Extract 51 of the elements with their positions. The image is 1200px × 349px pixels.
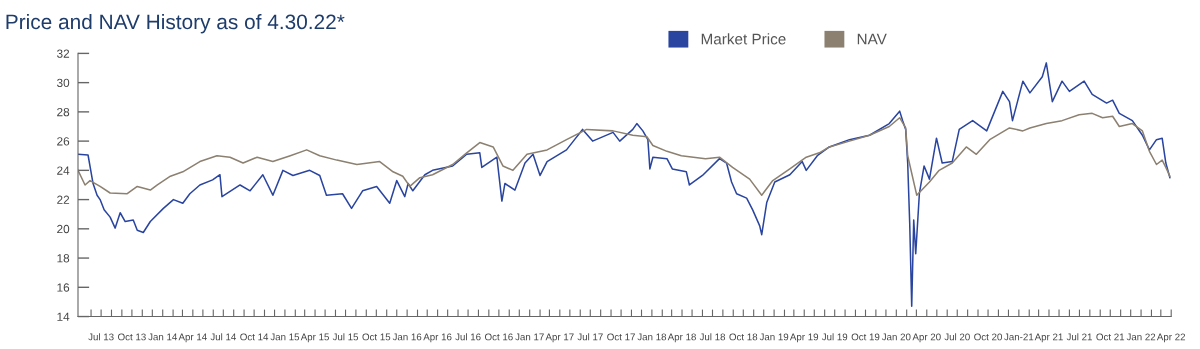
x-tick-label: Apr 21 (1034, 333, 1063, 343)
legend-label: Market Price (701, 33, 786, 45)
legend-label: NAV (857, 33, 887, 45)
y-tick-label: 32 (56, 49, 70, 58)
x-tick-label: Jul 18 (699, 333, 726, 341)
x-tick-label: Jan 17 (515, 333, 544, 341)
x-tick-label: Jul 17 (577, 333, 603, 341)
x-tick-label: Jul 16 (455, 333, 481, 341)
x-tick-label: Oct 17 (607, 333, 635, 341)
y-tick-label: 24 (57, 166, 70, 175)
y-tick-label: 22 (57, 195, 70, 204)
x-tick-label: Apr 17 (545, 333, 574, 343)
y-tick-label: 14 (57, 312, 70, 321)
x-tick-label: Oct 16 (485, 333, 513, 341)
x-tick-label: Apr 16 (423, 333, 452, 343)
x-tick-label: Apr 18 (667, 333, 696, 343)
x-tick-label: Oct 20 (974, 333, 1002, 341)
x-tick-label: Jan 18 (637, 333, 667, 341)
x-tick-label: Oct 15 (362, 333, 391, 341)
x-tick-label: Jan 20 (881, 333, 911, 341)
x-tick-label: Oct 14 (240, 333, 269, 341)
x-tick-label: Jan 15 (270, 333, 300, 341)
x-tick-label: Jan 22 (1126, 333, 1156, 341)
y-tick-label: 16 (57, 283, 70, 292)
x-tick-label: Oct 19 (851, 333, 880, 341)
y-tick-label: 30 (56, 78, 70, 88)
x-tick-label: Jul 14 (210, 333, 236, 341)
x-tick-label: Jan 16 (392, 333, 422, 341)
line-series (78, 112, 1171, 196)
x-tick-label: Oct 18 (729, 333, 758, 341)
x-tick-label: Oct 21 (1096, 333, 1125, 341)
x-tick-label: Jan 19 (759, 333, 789, 341)
x-tick-label: Jul 19 (821, 333, 848, 341)
y-tick-label: 20 (57, 224, 70, 234)
x-tick-label: Oct 13 (118, 333, 146, 341)
x-tick-label: Jul 20 (944, 333, 970, 341)
y-tick-label: 18 (57, 254, 70, 263)
chart-title: Price and NAV History as of 4.30.22* (6, 13, 345, 34)
x-tick-label: Jul 13 (88, 333, 114, 341)
x-tick-label: Apr 22 (1156, 333, 1186, 343)
x-tick-label: Jan 14 (148, 333, 178, 341)
x-tick-label: Jul 15 (332, 333, 359, 341)
line-series (78, 62, 1171, 308)
y-tick-label: 28 (57, 107, 70, 117)
y-tick-label: 26 (57, 137, 70, 146)
x-tick-label: Apr 15 (300, 333, 329, 343)
x-tick-label: Apr 14 (178, 333, 207, 343)
x-tick-label: Apr 20 (912, 333, 941, 343)
x-tick-label: Jan-21 (1004, 333, 1034, 341)
x-tick-label: Jul 21 (1066, 333, 1092, 341)
x-tick-label: Apr 19 (789, 333, 819, 343)
